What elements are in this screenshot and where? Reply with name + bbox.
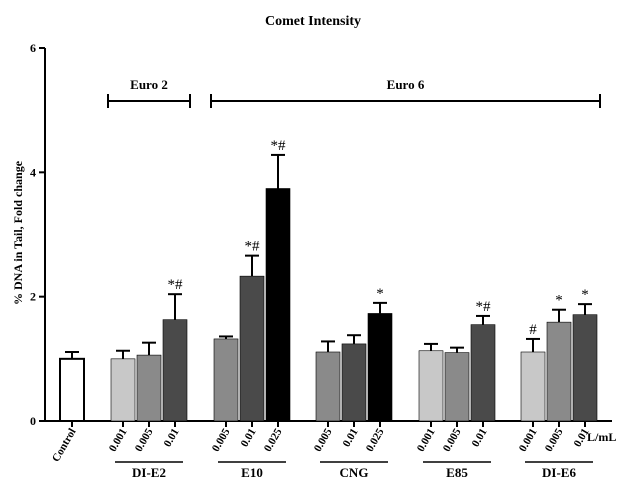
y-tick-label-3: 6 xyxy=(30,41,36,55)
bar-7 xyxy=(315,351,341,422)
y-tick-label-1: 2 xyxy=(30,290,36,304)
category-label-2: 0.005 xyxy=(133,426,156,454)
category-label-7: 0.005 xyxy=(312,426,335,454)
bar-4 xyxy=(213,338,239,422)
bar-14 xyxy=(546,321,572,422)
significance-label-14: * xyxy=(555,293,563,309)
significance-label-13: # xyxy=(529,322,537,338)
group-label-2: CNG xyxy=(340,465,369,480)
category-label-9: 0.025 xyxy=(364,426,387,454)
category-label-1: 0.001 xyxy=(107,427,130,454)
bar-1 xyxy=(110,358,136,422)
category-label-6: 0.025 xyxy=(262,426,285,454)
category-label-4: 0.005 xyxy=(210,426,233,454)
bar-0 xyxy=(59,357,85,423)
significance-label-12: *# xyxy=(476,299,492,315)
category-label-5: 0.01 xyxy=(239,427,259,450)
y-tick-label-0: 0 xyxy=(30,414,36,428)
category-label-11: 0.005 xyxy=(441,426,464,454)
group-label-4: DI-E6 xyxy=(542,465,576,480)
category-label-12: 0.01 xyxy=(470,427,490,450)
significance-label-9: * xyxy=(376,286,384,302)
chart-title: Comet Intensity xyxy=(265,14,361,29)
group-label-0: DI-E2 xyxy=(132,465,166,480)
y-tick-label-2: 4 xyxy=(30,165,36,179)
y-axis-label: % DNA in Tail, Fold change xyxy=(11,160,25,305)
bar-13 xyxy=(520,351,546,422)
bar-8 xyxy=(341,343,367,422)
bracket-label-1: Euro 6 xyxy=(387,77,425,92)
bar-10 xyxy=(418,350,444,422)
group-label-1: E10 xyxy=(241,465,263,480)
category-label-8: 0.01 xyxy=(341,427,361,450)
significance-label-5: *# xyxy=(245,239,261,255)
significance-label-6: *# xyxy=(271,138,287,154)
bar-2 xyxy=(136,354,162,422)
category-label-3: 0.01 xyxy=(162,427,182,450)
significance-label-15: * xyxy=(581,287,589,303)
significance-label-3: *# xyxy=(168,277,184,293)
category-label-14: 0.005 xyxy=(543,426,566,454)
bar-15 xyxy=(572,314,598,422)
bar-6 xyxy=(265,188,291,422)
category-label-0: Control xyxy=(50,427,79,465)
bar-5 xyxy=(239,275,265,422)
category-label-13: 0.001 xyxy=(517,427,540,454)
bar-11 xyxy=(444,352,470,422)
unit-label: L/mL xyxy=(587,430,616,444)
bar-3 xyxy=(162,319,188,422)
bar-12 xyxy=(470,324,496,422)
group-label-3: E85 xyxy=(446,465,468,480)
category-label-10: 0.001 xyxy=(415,427,438,454)
bar-9 xyxy=(367,313,393,422)
bracket-label-0: Euro 2 xyxy=(130,77,168,92)
